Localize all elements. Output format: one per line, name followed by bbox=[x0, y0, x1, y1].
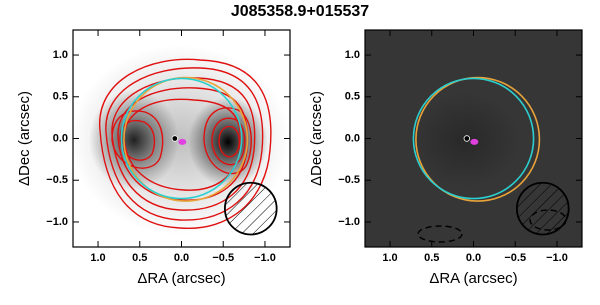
y-tick-label: −1.0 bbox=[46, 216, 68, 228]
x-axis-label: ΔRA (arcsec) bbox=[429, 270, 517, 287]
x-tick-label: 1.0 bbox=[382, 252, 397, 264]
figure-title: J085358.9+015537 bbox=[231, 3, 369, 20]
aperture bbox=[123, 76, 249, 202]
x-tick-label: 1.0 bbox=[90, 252, 105, 264]
x-tick-label: −0.5 bbox=[212, 252, 234, 264]
marker bbox=[463, 135, 471, 142]
x-tick-label: 0.0 bbox=[174, 252, 189, 264]
x-tick-label: 0.5 bbox=[424, 252, 439, 264]
marker bbox=[171, 135, 179, 142]
x-tick-label: 0.0 bbox=[466, 252, 481, 264]
x-tick-label: −0.5 bbox=[504, 252, 526, 264]
y-axis-label: ΔDec (arcsec) bbox=[308, 91, 325, 186]
y-tick-label: 1.0 bbox=[53, 49, 68, 61]
overlays bbox=[412, 76, 570, 236]
marker bbox=[178, 138, 187, 145]
y-tick-label: 0.5 bbox=[345, 91, 360, 103]
y-tick-label: 0.0 bbox=[345, 132, 360, 144]
y-tick-label: −0.5 bbox=[46, 174, 68, 186]
y-tick-label: −0.5 bbox=[338, 174, 360, 186]
image-right bbox=[365, 30, 582, 247]
x-tick-label: −1.0 bbox=[254, 252, 276, 264]
x-tick-label: −1.0 bbox=[546, 252, 568, 264]
x-axis-label: ΔRA (arcsec) bbox=[137, 270, 225, 287]
overlays bbox=[120, 76, 278, 236]
y-tick-label: 0.0 bbox=[53, 132, 68, 144]
aperture bbox=[412, 77, 535, 200]
y-tick-label: 1.0 bbox=[345, 49, 360, 61]
aperture bbox=[415, 76, 541, 202]
beam bbox=[516, 181, 570, 236]
x-tick-label: 0.5 bbox=[132, 252, 147, 264]
aperture bbox=[120, 77, 243, 200]
y-tick-label: 0.5 bbox=[53, 91, 68, 103]
y-axis-label: ΔDec (arcsec) bbox=[16, 91, 33, 186]
y-tick-label: −1.0 bbox=[338, 216, 360, 228]
marker bbox=[470, 138, 479, 145]
beam bbox=[223, 181, 278, 236]
